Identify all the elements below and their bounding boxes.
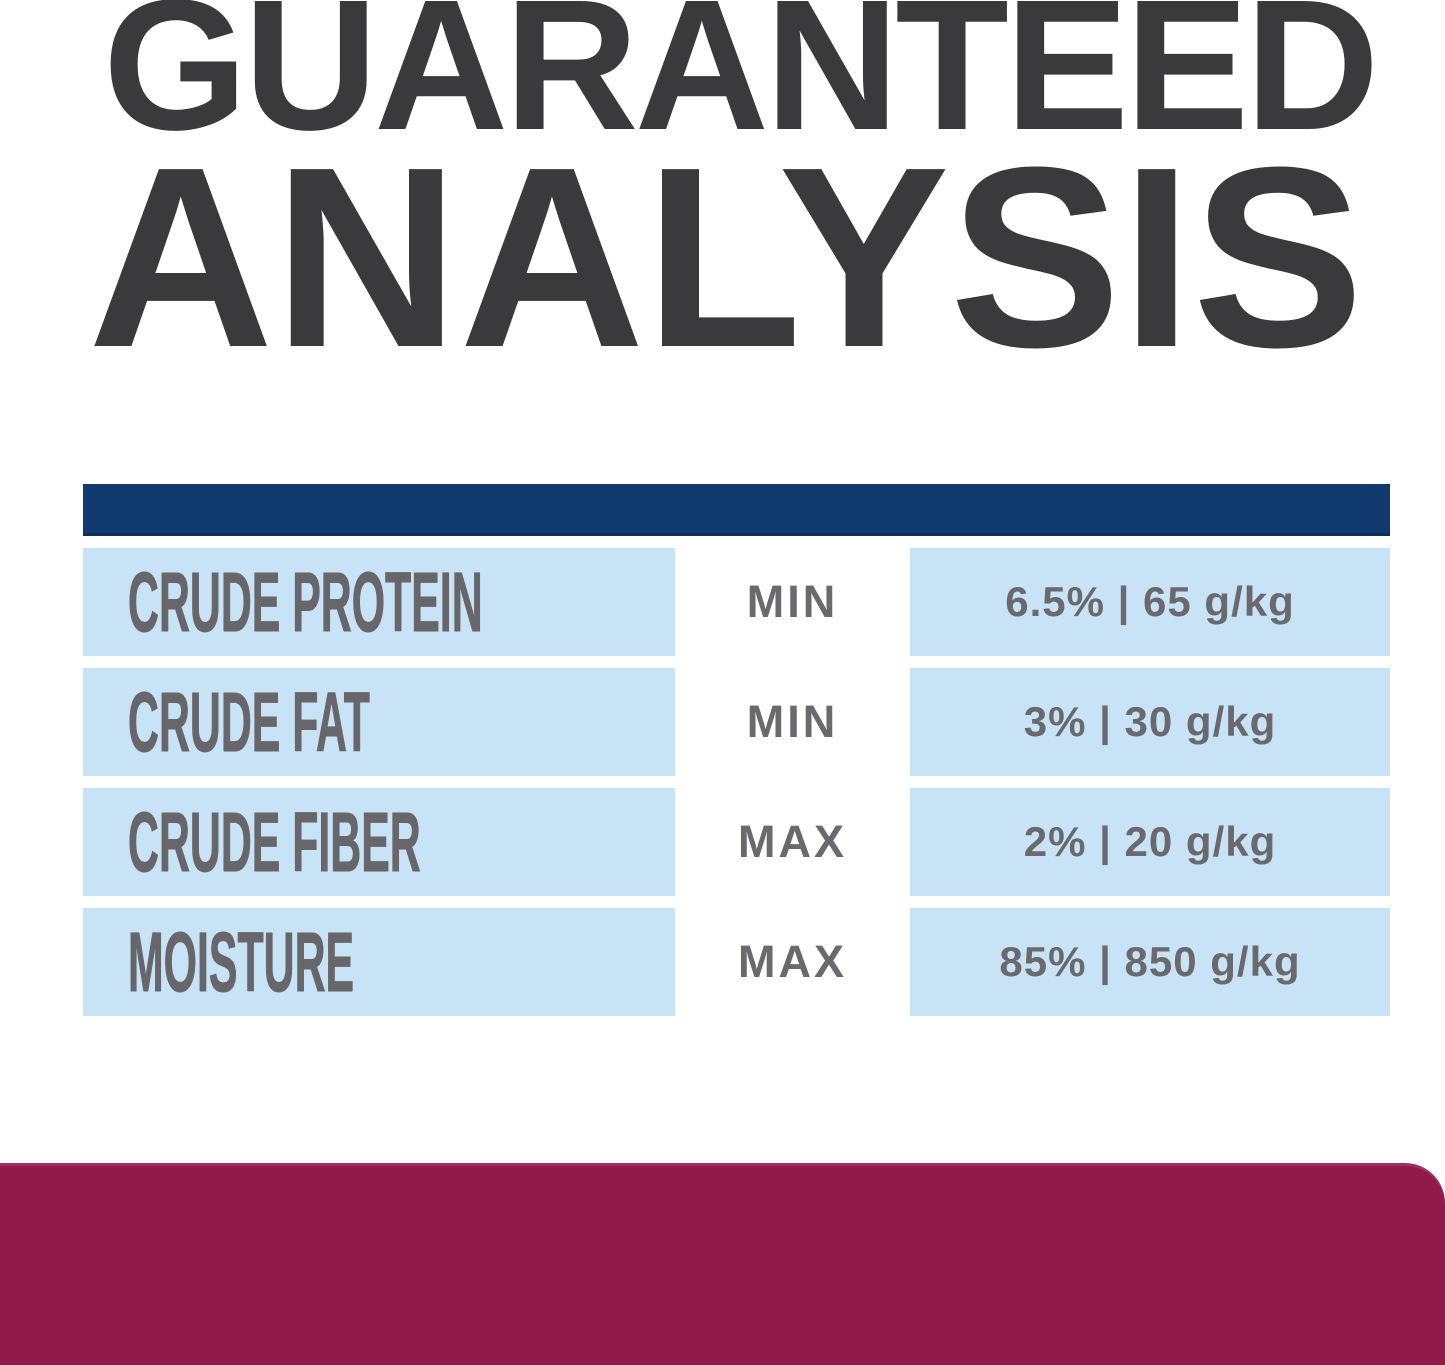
- nutrient-label-cell: CRUDE PROTEIN: [83, 548, 675, 656]
- nutrient-label: MOISTURE: [128, 915, 355, 1009]
- value-cell: 3% | 30 g/kg: [910, 668, 1390, 776]
- value-cell: 2% | 20 g/kg: [910, 788, 1390, 896]
- nutrient-label: CRUDE PROTEIN: [128, 555, 483, 649]
- qualifier-label: MAX: [738, 936, 847, 987]
- value-cell: 6.5% | 65 g/kg: [910, 548, 1390, 656]
- nutrient-value: 2% | 20 g/kg: [1023, 818, 1277, 865]
- nutrient-value: 85% | 850 g/kg: [999, 938, 1301, 985]
- qualifier-label: MIN: [746, 696, 839, 747]
- qualifier-cell: MAX: [675, 788, 910, 896]
- nutrient-label-cell: MOISTURE: [83, 908, 675, 1016]
- nutrient-value: 6.5% | 65 g/kg: [1005, 578, 1295, 625]
- header-divider-bar: [83, 484, 1390, 536]
- qualifier-cell: MAX: [675, 908, 910, 1016]
- nutrient-label: CRUDE FAT: [128, 675, 370, 769]
- analysis-row-crude-fiber: CRUDE FIBER MAX 2% | 20 g/kg: [83, 788, 1390, 896]
- value-cell: 85% | 850 g/kg: [910, 908, 1390, 1016]
- nutrient-label-cell: CRUDE FIBER: [83, 788, 675, 896]
- title-line-2: ANALYSIS: [88, 114, 1364, 401]
- qualifier-cell: MIN: [675, 668, 910, 776]
- nutrient-label: CRUDE FIBER: [128, 795, 421, 889]
- analysis-row-crude-protein: CRUDE PROTEIN MIN 6.5% | 65 g/kg: [83, 548, 1390, 656]
- qualifier-label: MIN: [746, 576, 839, 627]
- qualifier-cell: MIN: [675, 548, 910, 656]
- footer-band: [0, 1163, 1445, 1365]
- qualifier-label: MAX: [738, 816, 847, 867]
- title-line-1: GUARANTEED: [103, 0, 1379, 169]
- nutrient-value: 3% | 30 g/kg: [1023, 698, 1277, 745]
- analysis-row-crude-fat: CRUDE FAT MIN 3% | 30 g/kg: [83, 668, 1390, 776]
- analysis-row-moisture: MOISTURE MAX 85% | 850 g/kg: [83, 908, 1390, 1016]
- nutrient-label-cell: CRUDE FAT: [83, 668, 675, 776]
